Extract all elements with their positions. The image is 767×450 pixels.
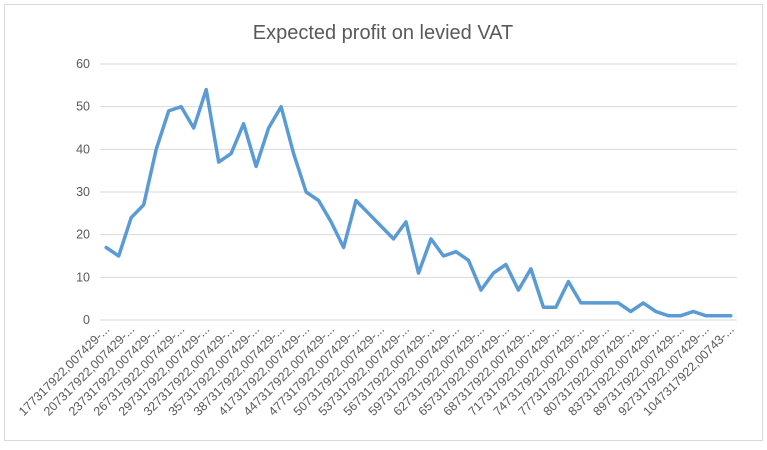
y-tick-label: 0 <box>83 313 90 327</box>
y-tick-label: 10 <box>76 270 90 284</box>
y-tick-label: 50 <box>76 100 90 114</box>
y-tick-label: 40 <box>76 142 90 156</box>
chart-title: Expected profit on levied VAT <box>253 22 514 44</box>
y-tick-label: 60 <box>76 57 90 71</box>
y-tick-label: 20 <box>76 228 90 242</box>
y-tick-label: 30 <box>76 185 90 199</box>
